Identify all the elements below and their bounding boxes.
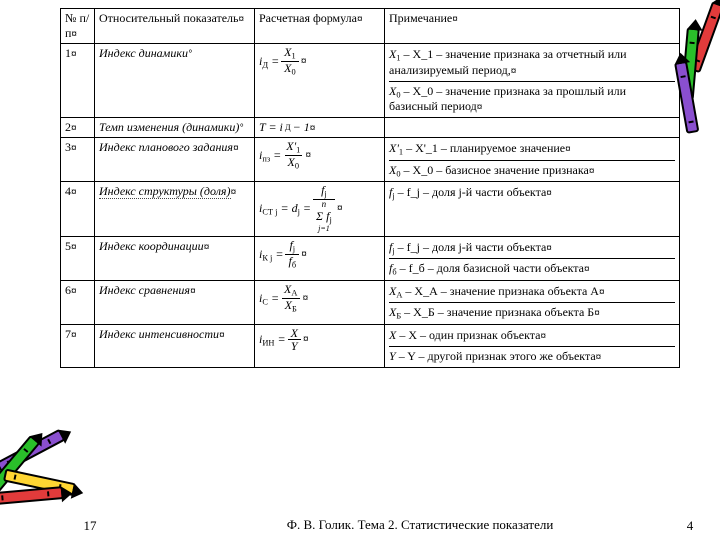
table-row: 1¤ Индекс динамики° iД = X1X0 ¤ X1 – X_1… <box>61 44 680 118</box>
indicators-table: № п/п¤ Относительный показатель¤ Расчетн… <box>60 8 680 368</box>
footer-center: Ф. В. Голик. Тема 2. Статистические пока… <box>180 518 660 534</box>
col-header-num: № п/п¤ <box>61 9 95 44</box>
table-row: 5¤ Индекс координации¤ iК j = fjfб ¤ fj … <box>61 236 680 280</box>
table-row: 3¤ Индекс планового задания¤ iпз = X'1X0… <box>61 138 680 182</box>
slide-footer: 17 Ф. В. Голик. Тема 2. Статистические п… <box>0 518 720 534</box>
col-header-formula: Расчетная формула¤ <box>255 9 385 44</box>
formula: iД = X1X0 ¤ <box>259 46 306 78</box>
footer-right: 4 <box>660 518 720 534</box>
table-row: 2¤ Темп изменения (динамики)° T = iД − 1… <box>61 118 680 138</box>
footer-left: 17 <box>0 518 180 534</box>
table-row: 6¤ Индекс сравнения¤ iС = XАXБ ¤ XА – X_… <box>61 280 680 324</box>
crayons-decoration-left <box>0 450 66 512</box>
crayons-decoration-right <box>652 20 720 67</box>
col-header-name: Относительный показатель¤ <box>95 9 255 44</box>
table-header-row: № п/п¤ Относительный показатель¤ Расчетн… <box>61 9 680 44</box>
table-row: 4¤ Индекс структуры (доля)¤ iСТ j = dj =… <box>61 182 680 236</box>
table-row: 7¤ Индекс интенсивности¤ iИН = XY ¤ X – … <box>61 324 680 367</box>
col-header-note: Примечание¤ <box>385 9 680 44</box>
